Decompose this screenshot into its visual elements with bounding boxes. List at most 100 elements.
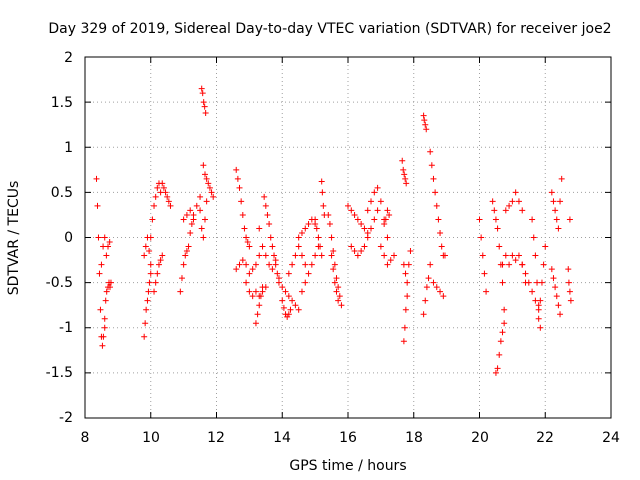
data-point: [147, 270, 154, 277]
data-point: [535, 315, 542, 322]
data-point: [440, 293, 447, 300]
data-point: [548, 189, 555, 196]
data-point: [236, 261, 243, 268]
data-point: [272, 257, 279, 264]
data-point: [285, 293, 292, 300]
data-point: [93, 175, 100, 182]
data-point: [266, 220, 273, 227]
chart-title: Day 329 of 2019, Sidereal Day-to-day VTE…: [48, 21, 611, 37]
data-point: [345, 202, 351, 209]
data-point: [384, 234, 391, 241]
data-point: [197, 207, 204, 214]
data-point: [280, 304, 287, 311]
data-point: [295, 306, 302, 313]
data-point: [198, 225, 205, 232]
data-point: [180, 261, 187, 268]
data-point: [420, 112, 427, 119]
data-point: [405, 261, 412, 268]
data-point: [147, 234, 154, 241]
data-point: [325, 211, 332, 218]
data-point: [401, 171, 408, 178]
data-point: [244, 239, 251, 246]
data-point: [400, 338, 407, 345]
data-point: [497, 338, 504, 345]
y-tick-label: -0.5: [46, 275, 73, 291]
data-point: [154, 270, 161, 277]
data-point: [151, 288, 158, 295]
data-point: [407, 248, 414, 255]
data-point: [402, 175, 409, 182]
data-point: [246, 270, 253, 277]
data-point: [246, 288, 253, 295]
data-point: [330, 248, 337, 255]
data-point: [492, 216, 499, 223]
data-point: [252, 320, 259, 327]
data-point: [205, 180, 212, 187]
data-point: [295, 234, 302, 241]
data-point: [188, 220, 195, 227]
data-point: [336, 293, 343, 300]
data-point: [295, 243, 302, 250]
x-axis-title: GPS time / hours: [289, 458, 406, 474]
data-point: [159, 252, 166, 259]
data-point: [371, 189, 378, 196]
data-point: [496, 243, 503, 250]
data-point: [402, 306, 409, 313]
data-point: [162, 189, 169, 196]
data-point: [368, 225, 375, 232]
data-point: [241, 225, 248, 232]
data-point: [512, 189, 519, 196]
data-point: [328, 252, 335, 259]
data-point: [317, 243, 324, 250]
data-point: [144, 297, 151, 304]
data-point: [279, 297, 286, 304]
data-point: [182, 252, 189, 259]
data-point: [361, 225, 368, 232]
data-point: [423, 284, 430, 291]
data-point: [238, 198, 245, 205]
data-point: [425, 275, 432, 282]
data-point: [143, 306, 150, 313]
data-point: [381, 252, 388, 259]
data-point: [101, 234, 108, 241]
data-point: [201, 171, 208, 178]
data-point: [515, 252, 522, 259]
data-point: [187, 229, 194, 236]
data-point: [566, 216, 573, 223]
data-point: [496, 351, 503, 358]
data-point: [400, 166, 407, 173]
data-point: [239, 211, 246, 218]
data-point: [152, 279, 159, 286]
data-point: [335, 284, 342, 291]
data-point: [262, 202, 269, 209]
data-point: [146, 279, 153, 286]
data-point: [269, 243, 276, 250]
data-point: [358, 220, 365, 227]
data-point: [259, 243, 266, 250]
data-point: [555, 302, 562, 309]
data-point: [494, 365, 501, 372]
data-point: [501, 306, 508, 313]
data-point: [403, 180, 410, 187]
data-point: [567, 297, 574, 304]
data-point: [333, 288, 340, 295]
data-point: [99, 342, 106, 349]
data-point: [264, 211, 271, 218]
data-point: [233, 166, 240, 173]
x-tick-label: 20: [471, 430, 489, 446]
data-point: [149, 216, 156, 223]
data-point: [354, 216, 361, 223]
data-point: [540, 261, 547, 268]
data-point: [106, 284, 113, 291]
y-tick-label: -2: [59, 410, 73, 426]
data-point: [435, 216, 442, 223]
data-point: [351, 211, 358, 218]
data-point: [274, 270, 281, 277]
data-point: [542, 243, 549, 250]
data-point: [377, 198, 384, 205]
data-point: [404, 293, 411, 300]
data-point: [522, 270, 529, 277]
data-point: [154, 184, 161, 191]
data-point: [335, 297, 342, 304]
